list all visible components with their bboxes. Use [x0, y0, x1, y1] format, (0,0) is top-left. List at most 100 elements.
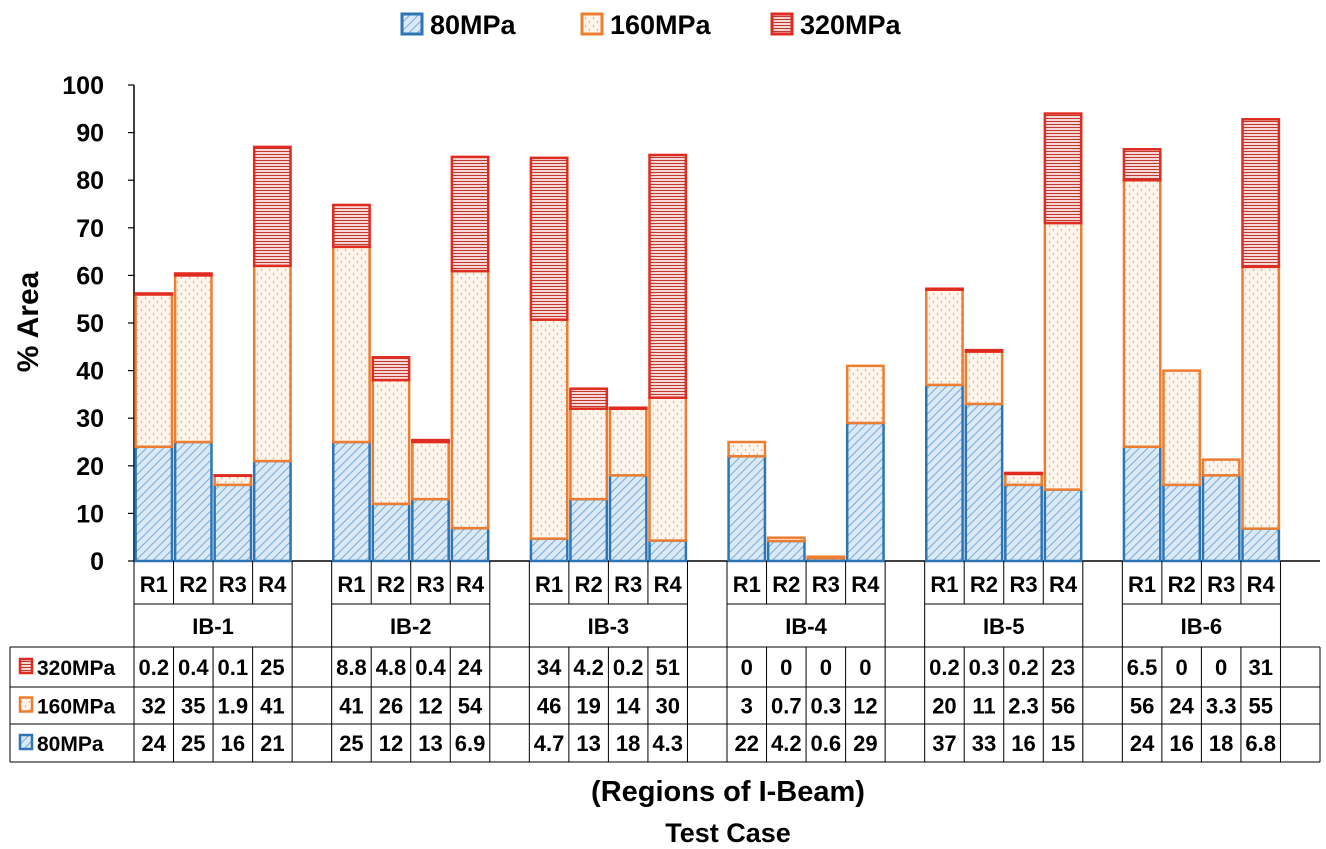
table-cell: 0.4	[178, 655, 209, 680]
group-label: IB-1	[192, 614, 234, 639]
x-axis-title: Test Case	[665, 818, 791, 848]
table-cell: 0.1	[218, 655, 249, 680]
table-cell: 0.7	[771, 694, 802, 719]
table-cell: 0.2	[613, 655, 644, 680]
table-cell: 37	[932, 731, 956, 756]
region-label: R1	[337, 572, 365, 597]
region-label: R4	[1049, 572, 1078, 597]
bar-IB-4-R2-160MPa	[766, 536, 806, 543]
region-label: R4	[1247, 572, 1276, 597]
table-row-label: 160MPa	[37, 696, 116, 719]
bar-IB-5-R4-160MPa	[1043, 221, 1083, 491]
legend-item-320MPa: 320MPa	[770, 10, 902, 40]
table-cell: 0	[1176, 655, 1188, 680]
table-row-swatch	[18, 657, 34, 675]
table-cell: 0.4	[415, 655, 446, 680]
bar-IB-2-R4-160MPa	[450, 269, 490, 530]
bar-IB-2-R3-80MPa	[411, 497, 450, 563]
bar-IB-2-R1-80MPa	[331, 440, 371, 563]
table-cell: 19	[576, 694, 600, 719]
table-cell: 4.3	[652, 731, 683, 756]
bar-IB-4-R3-160MPa	[806, 555, 846, 560]
region-label: R1	[1128, 572, 1156, 597]
bar-IB-1-R4-80MPa	[252, 459, 292, 563]
table-cell: 23	[1051, 655, 1075, 680]
region-label: R2	[970, 572, 998, 597]
bar-IB-3-R4-320MPa	[648, 153, 688, 399]
y-tick-label: 0	[90, 548, 104, 576]
bar-IB-4-R4-160MPa	[845, 364, 885, 425]
bar-IB-6-R3-80MPa	[1201, 474, 1241, 563]
region-label: R4	[851, 572, 880, 597]
bar-IB-3-R2-160MPa	[569, 407, 609, 501]
data-table: R1 R2 R3 R4 IB-1 R1 R2 R3 R4 IB-2 R1 R2 R3 R4 IB-3 R1 R2…	[9, 561, 1321, 763]
region-label: R2	[1168, 572, 1196, 597]
table-row-label-160MPa: 160MPa	[18, 696, 116, 719]
bar-IB-1-R1-160MPa	[134, 293, 174, 449]
bar-IB-5-R2-160MPa	[964, 350, 1004, 406]
table-cell: 41	[260, 694, 284, 719]
y-tick-label: 90	[76, 120, 104, 148]
group-label: IB-2	[390, 614, 432, 639]
region-label: R4	[654, 572, 683, 597]
table-cell: 29	[853, 731, 877, 756]
table-cell: 54	[458, 694, 483, 719]
table-cell: 31	[1248, 655, 1272, 680]
bar-IB-6-R2-80MPa	[1162, 483, 1202, 563]
table-cell: 16	[1011, 731, 1035, 756]
bar-IB-1-R4-160MPa	[252, 264, 292, 463]
table-cell: 18	[616, 731, 640, 756]
table-cell: 8.8	[336, 655, 367, 680]
group-label: IB-6	[1181, 614, 1223, 639]
table-cell: 24	[142, 731, 167, 756]
legend-item-80MPa: 80MPa	[400, 10, 517, 40]
bar-IB-3-R1-160MPa	[529, 318, 569, 540]
region-label: R2	[575, 572, 603, 597]
bar-IB-1-R2-320MPa	[173, 272, 213, 277]
table-cell: 35	[181, 694, 205, 719]
bar-IB-6-R4-80MPa	[1241, 527, 1281, 563]
bar-IB-5-R1-320MPa	[924, 287, 964, 291]
y-tick-label: 40	[76, 358, 104, 386]
legend-swatch	[770, 12, 794, 36]
x-axis-subtitle: (Regions of I-Beam)	[591, 776, 865, 808]
bar-IB-3-R4-80MPa	[648, 539, 688, 563]
legend-label: 80MPa	[430, 10, 517, 40]
bar-IB-2-R1-320MPa	[331, 203, 371, 249]
table-cell: 6.5	[1127, 655, 1158, 680]
region-label: R4	[258, 572, 287, 597]
y-tick-label: 10	[76, 500, 104, 528]
y-tick-label: 30	[76, 405, 104, 433]
table-cell: 46	[537, 694, 561, 719]
bar-IB-6-R2-160MPa	[1162, 369, 1202, 487]
bar-IB-1-R1-80MPa	[134, 445, 174, 563]
y-tick-label: 70	[76, 215, 104, 243]
table-cell: 25	[339, 731, 363, 756]
table-cell: 41	[339, 694, 363, 719]
region-label: R1	[535, 572, 563, 597]
table-cell: 0.2	[1008, 655, 1039, 680]
table-cell: 22	[735, 731, 759, 756]
y-tick-label: 80	[76, 167, 104, 195]
region-label: R1	[930, 572, 958, 597]
table-row-swatch	[18, 696, 34, 713]
table-cell: 0.2	[929, 655, 960, 680]
bar-IB-2-R2-320MPa	[371, 356, 411, 382]
table-cell: 18	[1209, 731, 1233, 756]
group-label: IB-3	[588, 614, 630, 639]
table-cell: 24	[458, 655, 483, 680]
bar-IB-1-R2-80MPa	[173, 440, 213, 563]
bar-IB-6-R4-320MPa	[1241, 118, 1281, 269]
bar-IB-6-R4-160MPa	[1241, 265, 1281, 530]
bar-IB-3-R2-80MPa	[569, 497, 609, 563]
table-cell: 24	[1169, 694, 1194, 719]
bar-IB-2-R3-320MPa	[411, 438, 450, 444]
group-label: IB-4	[785, 614, 827, 639]
table-cell: 0	[820, 655, 832, 680]
table-cell: 0.3	[969, 655, 1000, 680]
y-tick-label: 60	[76, 262, 104, 290]
region-label: R3	[812, 572, 840, 597]
bars	[134, 112, 1281, 563]
legend-swatch	[400, 12, 424, 36]
